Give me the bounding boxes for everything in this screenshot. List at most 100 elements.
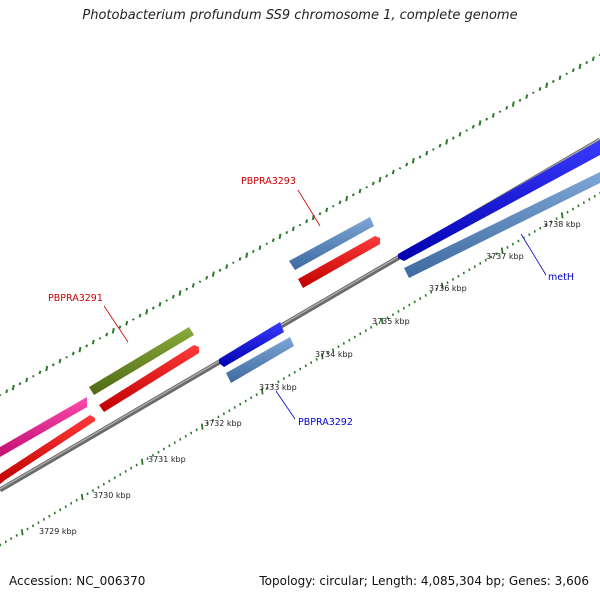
scale-tick-mark [386, 316, 389, 320]
scale-tick-mark [468, 268, 471, 272]
gene-blue-metH[interactable] [398, 140, 600, 261]
gene-steelblue[interactable] [404, 172, 600, 278]
scale-tick-mark [370, 326, 373, 329]
gc-skew-mark [105, 332, 109, 337]
gc-skew-mark [411, 158, 415, 164]
gene-pink[interactable] [0, 397, 87, 457]
tick-label: 3737 kbp [486, 252, 524, 261]
gc-skew-mark [258, 245, 262, 251]
gc-skew-mark [71, 351, 75, 356]
scale-tick-mark [102, 482, 105, 486]
gene-label-PBPRA3291[interactable]: PBPRA3291 [48, 293, 103, 304]
gc-skew-mark [398, 167, 402, 170]
gc-skew-mark [78, 346, 82, 353]
scale-tick-mark [593, 194, 596, 198]
gene-label-metH[interactable]: metH [548, 272, 574, 283]
gc-skew-mark [218, 268, 222, 272]
scale-tick-mark [359, 332, 362, 336]
gc-skew-mark [11, 384, 15, 391]
gc-skew-mark [331, 204, 335, 208]
scale-tick-mark [555, 217, 558, 220]
scale-tick-mark [375, 322, 378, 326]
gc-skew-mark [0, 393, 2, 397]
scale-tick-mark [217, 415, 220, 419]
gc-skew-mark [498, 110, 502, 113]
scale-tick-mark [326, 351, 329, 355]
scale-tick-mark [140, 458, 144, 465]
gc-skew-mark [91, 339, 95, 345]
gene-red[interactable] [298, 236, 380, 288]
scale-tick-mark [124, 470, 127, 473]
gc-skew-mark [251, 249, 255, 253]
tick-label: 3733 kbp [259, 383, 297, 392]
scale-tick-mark [271, 383, 274, 387]
scale-tick-mark [397, 310, 400, 313]
gc-skew-mark [545, 82, 549, 88]
gene-red[interactable] [0, 415, 95, 484]
gc-skew-mark [138, 313, 142, 318]
scale-tick-mark [533, 230, 536, 233]
scale-tick-mark [304, 364, 307, 368]
gc-skew-mark [271, 238, 275, 243]
gc-skew-mark [298, 223, 302, 227]
gene-blue[interactable] [219, 322, 284, 367]
gc-skew-mark [425, 150, 429, 156]
gc-skew-mark [531, 91, 535, 95]
scale-tick-mark [211, 418, 214, 422]
gene-steelblue[interactable] [289, 217, 374, 270]
scale-tick-mark [173, 441, 176, 444]
scale-tick-mark [162, 447, 165, 451]
gc-skew-mark [451, 136, 455, 140]
scale-tick-mark [97, 486, 100, 489]
scale-tick-mark [75, 498, 78, 502]
scale-tick-mark [484, 258, 487, 262]
gc-skew-mark [378, 176, 382, 183]
gc-skew-mark [151, 306, 155, 310]
gc-skew-mark [198, 280, 202, 283]
gene-label-PBPRA3292[interactable]: PBPRA3292 [298, 417, 353, 428]
scale-tick-mark [37, 521, 40, 524]
gc-skew-mark [265, 242, 269, 246]
gc-skew-mark [385, 174, 389, 178]
gc-skew-mark [418, 155, 422, 159]
scale-tick-mark [228, 409, 231, 412]
gc-skew-mark [465, 129, 469, 132]
scale-tick-mark [288, 374, 291, 377]
gc-skew-mark [491, 113, 495, 118]
label-connectors [103, 189, 547, 420]
gc-skew-mark [431, 148, 435, 151]
gc-skew-mark [111, 328, 115, 334]
gc-skew-mark [438, 143, 442, 148]
gc-skew-mark [205, 275, 209, 280]
scale-tick-mark [244, 399, 247, 403]
scale-tick-mark [15, 534, 18, 537]
tick-label: 3729 kbp [39, 527, 77, 536]
scale-tick-mark [26, 527, 29, 531]
scale-tick-mark [571, 207, 574, 211]
gene-steelblue[interactable] [226, 337, 294, 383]
scale-tick-mark [342, 342, 345, 345]
scale-tick-mark [250, 396, 253, 400]
scale-tick-mark [495, 252, 498, 256]
gene-label-PBPRA3293[interactable]: PBPRA3293 [241, 176, 296, 187]
scale-track: 3729 kbp 3730 kbp 3731 kbp 3732 kbp 3733… [0, 191, 600, 547]
gc-skew-mark [231, 261, 235, 265]
scale-tick-mark [86, 492, 89, 496]
scale-tick-mark [331, 348, 334, 352]
tick-label: 3736 kbp [429, 284, 467, 293]
scale-tick-mark [0, 543, 2, 547]
gene-red[interactable] [99, 345, 199, 412]
gc-skew-mark [558, 75, 562, 81]
gc-skew-mark [38, 370, 42, 375]
gc-skew-mark [191, 283, 195, 288]
scale-tick-mark [266, 386, 269, 390]
gc-skew-mark [551, 79, 555, 83]
gc-skew-mark [211, 271, 215, 277]
scale-tick-mark [179, 438, 182, 441]
gc-skew-mark [165, 299, 169, 302]
scale-tick-mark [517, 239, 520, 243]
gene-olive[interactable] [89, 327, 194, 395]
scale-tick-mark [206, 422, 209, 425]
gc-skew-mark [31, 374, 35, 378]
